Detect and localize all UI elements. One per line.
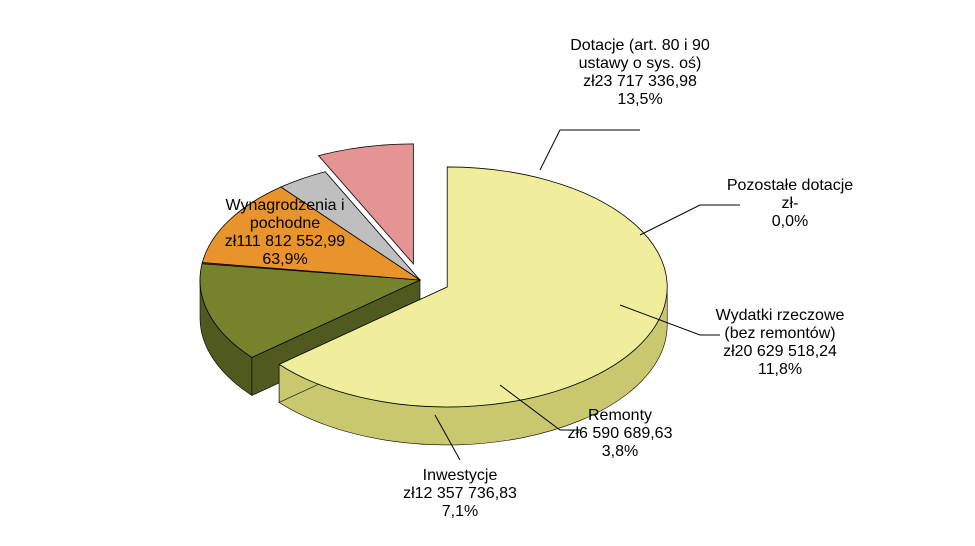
label-line: zł23 717 336,98 <box>583 73 697 90</box>
label-line: Inwestycje <box>423 467 498 484</box>
label-line: 3,8% <box>602 443 638 460</box>
label-line: (bez remontów) <box>724 325 835 342</box>
label-line: Wydatki rzeczowe <box>716 307 845 324</box>
label-line: Remonty <box>588 407 652 424</box>
label-line: 63,9% <box>262 251 307 268</box>
label-line: Pozostałe dotacje <box>727 177 853 194</box>
label-line: Wynagrodzenia i <box>225 197 344 214</box>
label-line: zł6 590 689,63 <box>568 425 673 442</box>
label-line: 0,0% <box>772 213 808 230</box>
label-line: zł20 629 518,24 <box>723 343 837 360</box>
label-line: zł- <box>782 195 799 212</box>
pie-chart: Wynagrodzenia ipochodnezł111 812 552,996… <box>0 0 975 546</box>
label-line: zł111 812 552,99 <box>225 233 346 250</box>
label-line: zł12 357 736,83 <box>403 485 517 502</box>
label-line: pochodne <box>250 215 320 232</box>
label-line: 11,8% <box>758 361 802 378</box>
label-line: ustawy o sys. oś) <box>579 55 702 72</box>
label-line: Dotacje (art. 80 i 90 <box>570 37 710 54</box>
label-line: 13,5% <box>617 91 662 108</box>
label-line: 7,1% <box>442 503 478 520</box>
